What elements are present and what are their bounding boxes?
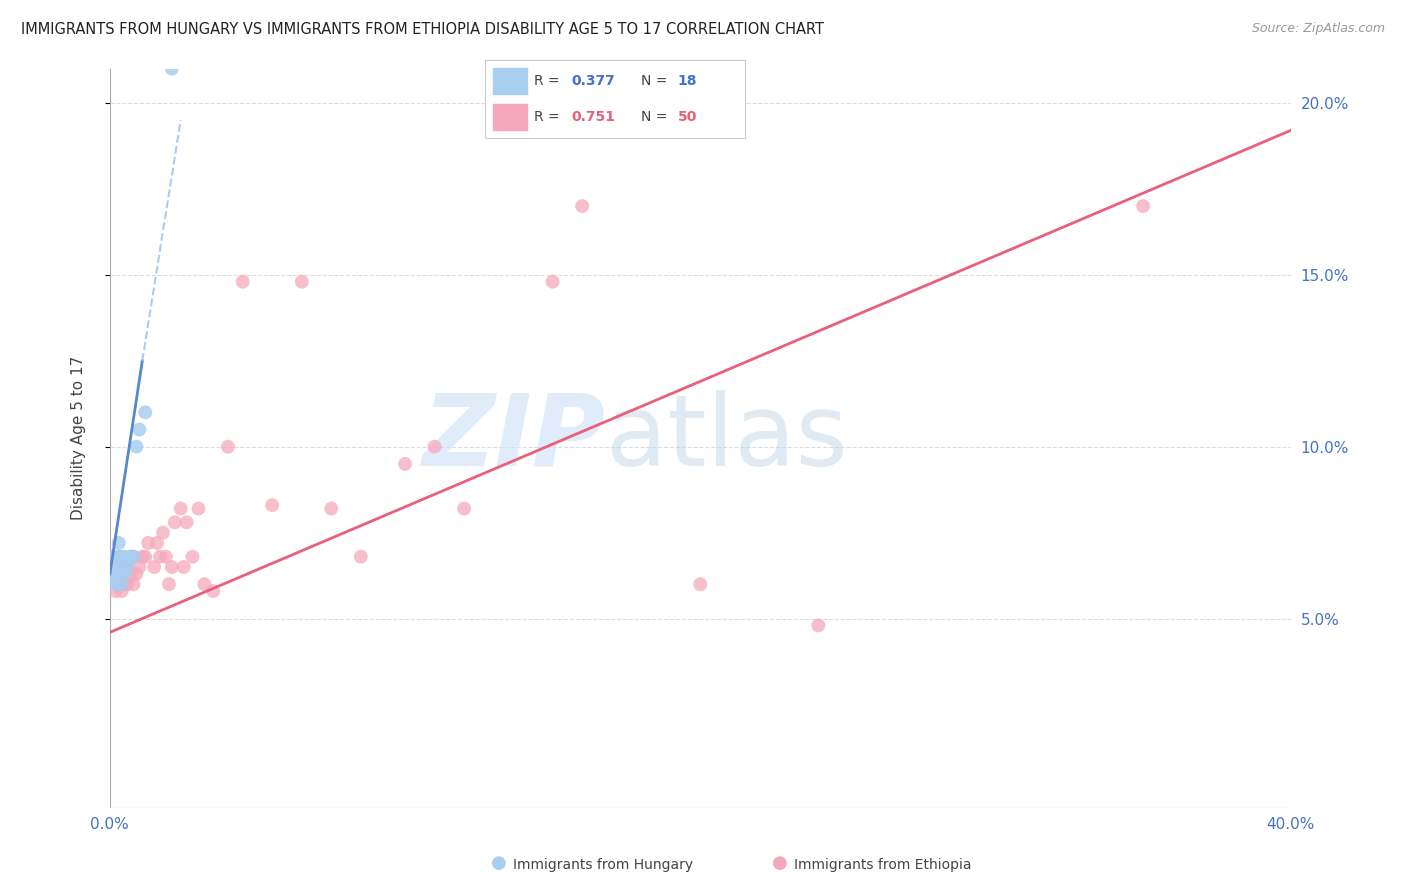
Point	[101, 566, 124, 581]
Point	[125, 440, 148, 454]
Point	[193, 577, 215, 591]
Text: ●: ●	[772, 855, 789, 872]
Point	[114, 566, 136, 581]
Point	[122, 549, 145, 564]
Point	[202, 584, 225, 599]
Point	[120, 549, 142, 564]
Point	[107, 577, 129, 591]
Point	[160, 560, 183, 574]
Point	[107, 549, 129, 564]
Point	[394, 457, 416, 471]
Point	[291, 275, 314, 289]
Point	[111, 584, 134, 599]
Bar	[494, 69, 527, 95]
Point	[101, 549, 124, 564]
Point	[232, 275, 254, 289]
Point	[1132, 199, 1154, 213]
Point	[111, 570, 134, 584]
Text: N =: N =	[641, 74, 672, 88]
Y-axis label: Disability Age 5 to 17: Disability Age 5 to 17	[72, 356, 86, 520]
Point	[128, 560, 150, 574]
Text: 0.377: 0.377	[571, 74, 614, 88]
Text: 0.751: 0.751	[571, 110, 614, 124]
Point	[120, 570, 142, 584]
Text: N =: N =	[641, 110, 672, 124]
Point	[131, 549, 153, 564]
Text: R =: R =	[534, 110, 564, 124]
Point	[541, 275, 564, 289]
Point	[146, 536, 169, 550]
Point	[111, 549, 134, 564]
Point	[101, 549, 124, 564]
Point	[173, 560, 195, 574]
Text: R =: R =	[534, 74, 564, 88]
Point	[107, 536, 129, 550]
Point	[104, 560, 127, 574]
Point	[104, 584, 127, 599]
Point	[122, 549, 145, 564]
Point	[117, 560, 139, 574]
Text: ZIP: ZIP	[423, 390, 606, 487]
Text: 18: 18	[678, 74, 697, 88]
Point	[176, 516, 198, 530]
Point	[217, 440, 239, 454]
Text: Immigrants from Ethiopia: Immigrants from Ethiopia	[794, 858, 972, 872]
Point	[101, 566, 124, 581]
Point	[170, 501, 193, 516]
Point	[117, 560, 139, 574]
Point	[128, 423, 150, 437]
Text: Immigrants from Hungary: Immigrants from Hungary	[513, 858, 693, 872]
Point	[155, 549, 177, 564]
Point	[152, 525, 174, 540]
Point	[107, 566, 129, 581]
Point	[134, 405, 156, 419]
Bar	[494, 103, 527, 129]
Point	[423, 440, 446, 454]
Point	[689, 577, 711, 591]
Point	[157, 577, 180, 591]
Point	[120, 549, 142, 564]
Point	[181, 549, 204, 564]
Point	[149, 549, 172, 564]
Text: 50: 50	[678, 110, 697, 124]
Point	[807, 618, 830, 632]
Point	[350, 549, 373, 564]
Point	[143, 560, 166, 574]
Text: Source: ZipAtlas.com: Source: ZipAtlas.com	[1251, 22, 1385, 36]
Point	[163, 516, 186, 530]
Point	[262, 498, 284, 512]
Point	[122, 577, 145, 591]
Point	[117, 577, 139, 591]
Point	[134, 549, 156, 564]
Point	[104, 560, 127, 574]
Point	[321, 501, 343, 516]
Point	[160, 62, 183, 76]
Point	[136, 536, 159, 550]
Point	[187, 501, 209, 516]
Point	[453, 501, 475, 516]
Point	[114, 577, 136, 591]
Point	[111, 577, 134, 591]
Point	[571, 199, 593, 213]
Point	[114, 549, 136, 564]
Point	[114, 560, 136, 574]
Text: ●: ●	[491, 855, 508, 872]
Point	[104, 577, 127, 591]
Text: atlas: atlas	[606, 390, 848, 487]
Text: IMMIGRANTS FROM HUNGARY VS IMMIGRANTS FROM ETHIOPIA DISABILITY AGE 5 TO 17 CORRE: IMMIGRANTS FROM HUNGARY VS IMMIGRANTS FR…	[21, 22, 824, 37]
Point	[125, 566, 148, 581]
Point	[107, 549, 129, 564]
